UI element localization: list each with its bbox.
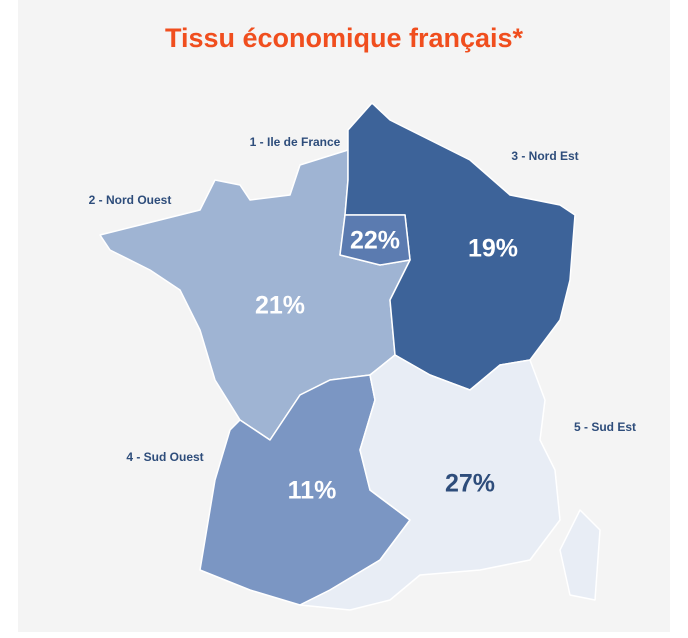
region-share: 22% [350,227,400,255]
region-share: 21% [255,292,305,320]
region-corse [559,509,601,601]
region-sud-est [299,354,561,611]
region-ile-de-france [339,214,411,266]
title: Tissu économique français* [165,23,524,53]
region-name: 3 - Nord Est [511,149,578,163]
region-name: 1 - Ile de France [250,135,341,149]
region-share: 11% [288,477,337,505]
region-share: 19% [468,235,518,263]
region-name: 2 - Nord Ouest [89,193,172,207]
region-name: 5 - Sud Est [574,420,636,434]
region-name: 4 - Sud Ouest [126,450,203,464]
region-share: 27% [445,470,495,498]
